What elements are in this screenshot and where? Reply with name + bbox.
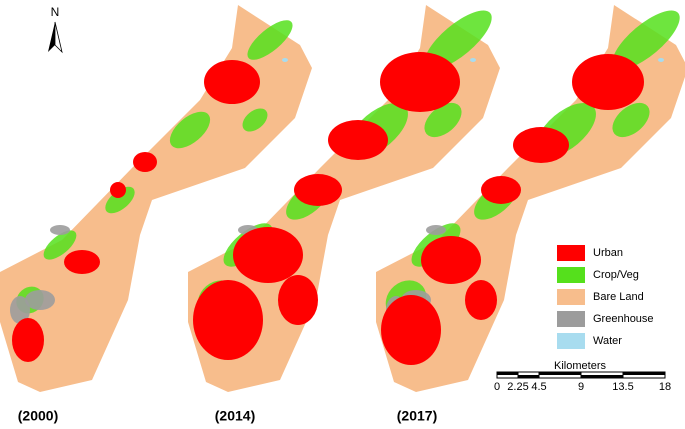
scale-title: Kilometers — [554, 360, 606, 372]
water — [282, 58, 288, 62]
land-cover-map — [376, 5, 685, 392]
scale-bar-segment — [518, 375, 539, 378]
urban-area — [465, 280, 497, 320]
scale-tick-label: 13.5 — [612, 381, 633, 393]
legend-label: Urban — [593, 247, 623, 259]
urban-area — [233, 227, 303, 283]
greenhouse-area — [10, 296, 30, 324]
urban-area — [328, 120, 388, 160]
land-cover-map — [188, 5, 500, 392]
urban-area — [381, 295, 441, 365]
legend-label: Crop/Veg — [593, 269, 639, 281]
urban-area — [380, 52, 460, 112]
urban-area — [513, 127, 569, 163]
scale-bar-segment — [623, 372, 665, 375]
scale-tick-label: 2.25 — [507, 381, 528, 393]
crop-area — [612, 102, 650, 138]
crop-area — [242, 108, 268, 132]
urban-area — [572, 54, 644, 110]
legend-label: Water — [593, 335, 622, 347]
urban-area — [12, 318, 44, 362]
urban-area — [193, 280, 263, 360]
legend-swatch — [557, 245, 585, 261]
scale-bar-segment — [581, 375, 623, 378]
scale-tick-label: 18 — [659, 381, 671, 393]
legend-label: Greenhouse — [593, 313, 654, 325]
urban-area — [64, 250, 100, 274]
greenhouse-area — [50, 225, 70, 235]
crop-area — [247, 20, 293, 60]
scale-bar-segment — [497, 372, 518, 375]
year-label: (2014) — [215, 408, 255, 424]
urban-area — [481, 176, 521, 204]
urban-area — [204, 60, 260, 104]
urban-area — [421, 236, 481, 284]
crop-area — [43, 230, 77, 260]
crop-area — [169, 111, 211, 149]
north-label: N — [51, 5, 60, 19]
north-arrow-half — [54, 21, 63, 54]
urban-area — [110, 182, 126, 198]
crop-area — [612, 10, 680, 70]
crop-area — [424, 10, 492, 70]
legend-swatch — [557, 267, 585, 283]
urban-area — [133, 152, 157, 172]
greenhouse-area — [25, 290, 55, 310]
legend-swatch — [557, 311, 585, 327]
scale-tick-label: 9 — [578, 381, 584, 393]
legend-swatch — [557, 289, 585, 305]
legend-label: Bare Land — [593, 291, 644, 303]
water — [658, 58, 664, 62]
year-label: (2000) — [18, 408, 58, 424]
scale-bar-segment — [539, 372, 581, 375]
legend-swatch — [557, 333, 585, 349]
crop-area — [105, 186, 135, 214]
water — [470, 58, 476, 62]
scale-tick-label: 4.5 — [531, 381, 546, 393]
year-label: (2017) — [397, 408, 437, 424]
scale-tick-label: 0 — [494, 381, 500, 393]
greenhouse-area — [426, 225, 446, 235]
land-cover-map — [0, 5, 312, 392]
urban-area — [278, 275, 318, 325]
crop-area — [424, 102, 462, 138]
urban-area — [294, 174, 342, 206]
